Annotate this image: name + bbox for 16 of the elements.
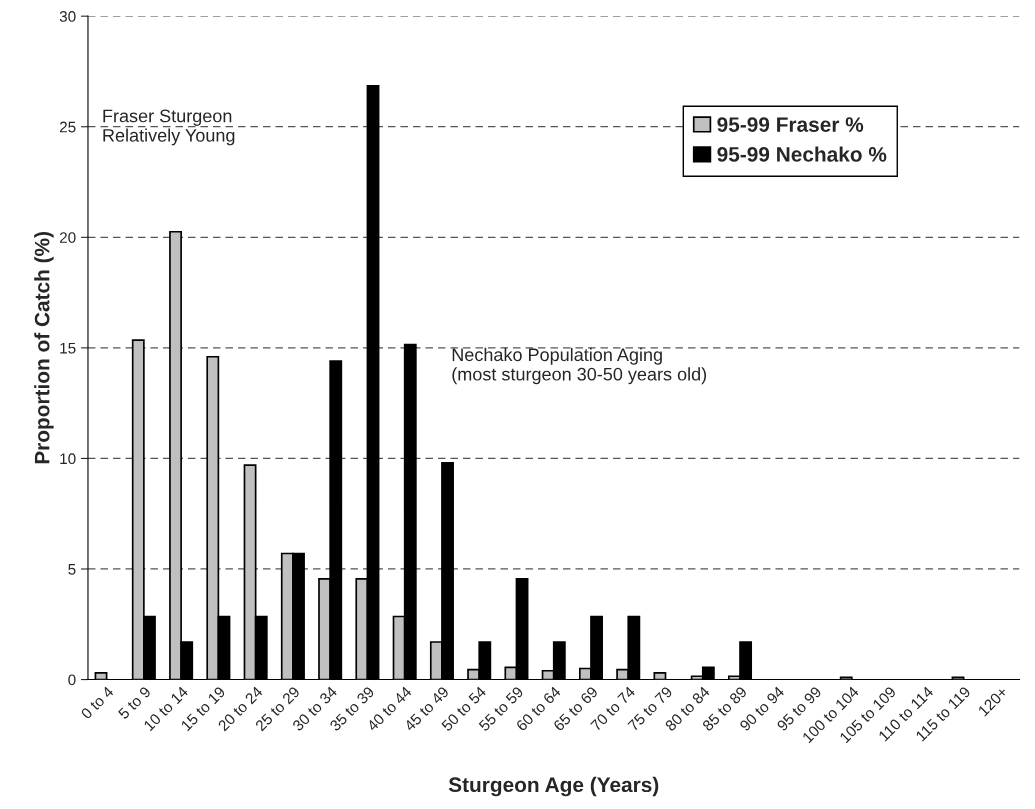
y-tick-label: 5 [68, 564, 76, 575]
y-tick-label: 30 [59, 11, 76, 22]
legend-label: 95-99 Nechako % [717, 146, 887, 162]
annotation: Nechako Population Aging (most sturgeon 30-50 years old) [452, 347, 707, 385]
y-tick-label: 0 [68, 674, 76, 686]
y-tick-label: 25 [59, 121, 76, 133]
y-axis-title: Proportion of Catch (%) [34, 232, 54, 464]
x-tick-label: 0 to 4 [80, 685, 115, 720]
x-axis-title: Sturgeon Age (Years) [448, 776, 659, 797]
y-tick-label: 10 [60, 453, 76, 465]
annotation: Fraser Sturgeon Relatively Young [103, 109, 235, 146]
bar [94, 672, 108, 680]
bar [653, 672, 667, 680]
y-tick-label: 15 [60, 342, 76, 354]
y-tick-label: 20 [59, 232, 76, 243]
legend-label: 95-99 Fraser % [717, 117, 864, 132]
